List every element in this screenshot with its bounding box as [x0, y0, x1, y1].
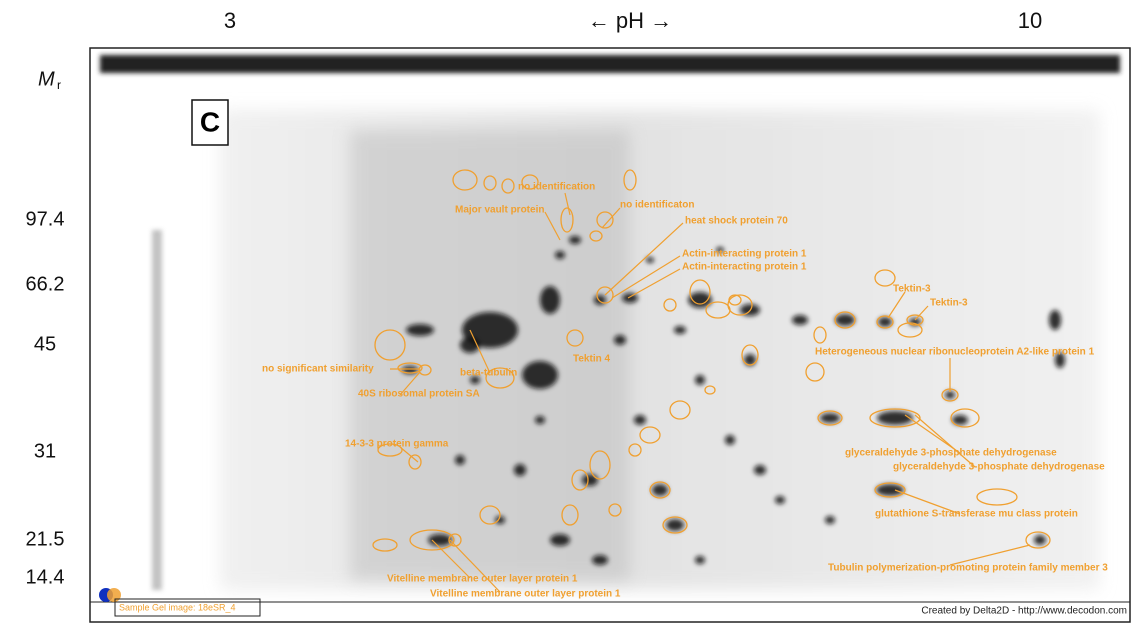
gel-spot: [652, 484, 668, 496]
gel-spot: [1049, 310, 1061, 330]
gel-image: [90, 48, 1130, 622]
mr-subscript: r: [57, 78, 61, 92]
gel-spot: [1034, 535, 1046, 545]
gel-spot: [825, 516, 835, 524]
annotation: glyceraldehyde 3-phosphate dehydrogenase: [845, 448, 1057, 459]
gel-spot: [406, 324, 434, 336]
sample-label: Sample Gel image: 18eSR_4: [119, 602, 236, 612]
gel-spot: [695, 556, 705, 564]
mr-label: 21.5: [26, 528, 65, 550]
mr-label: 97.4: [26, 208, 65, 230]
mr-labels: 97.4 66.2 45 31 21.5 14.4: [26, 208, 65, 588]
mr-label: 45: [34, 333, 56, 355]
gel-spot: [535, 416, 545, 424]
credit: Created by Delta2D - http://www.decodon.…: [921, 606, 1127, 617]
panel-label: C: [200, 106, 220, 137]
annotation: Tektin-3: [893, 284, 931, 295]
logo-dot: [107, 588, 121, 602]
annotation: beta-tubulin: [460, 368, 517, 379]
gel-spot: [634, 415, 646, 425]
annotation: 40S ribosomal protein SA: [358, 389, 480, 400]
annotation: Actin-interacting protein 1: [682, 262, 807, 273]
gel-spot: [550, 534, 570, 546]
annotation: Actin-interacting protein 1: [682, 249, 807, 260]
gel-spot: [775, 496, 785, 504]
annotation: no identificaton: [620, 200, 694, 211]
mr-label: 31: [34, 440, 56, 462]
annotation: Vitelline membrane outer layer protein 1: [387, 574, 578, 585]
ph-right: 10: [1018, 8, 1042, 33]
gel-spot: [622, 293, 638, 303]
gel-spot: [695, 375, 705, 385]
gel-spot: [754, 465, 766, 475]
ph-left: 3: [224, 8, 236, 33]
gel-spot: [592, 555, 608, 565]
annotation: Heterogeneous nuclear ribonucleoprotein …: [815, 347, 1095, 358]
gel-spot: [674, 326, 686, 334]
gel-spot: [555, 251, 565, 259]
gel-spot: [835, 314, 855, 326]
gel-spot: [514, 464, 526, 476]
gel-spot: [945, 391, 955, 399]
gel-figure: 3 ← pH → 10 M r 97.4 66.2 45 31 21.5 14.4 C n…: [0, 0, 1132, 626]
mr-label: 66.2: [26, 273, 65, 295]
gel-spot: [569, 236, 581, 244]
gel-spot: [725, 435, 735, 445]
annotation: no significant similarity: [262, 364, 374, 375]
annotation: heat shock protein 70: [685, 216, 788, 227]
annotation: glyceraldehyde 3-phosphate dehydrogenase: [893, 462, 1105, 473]
gel-spot: [614, 335, 626, 345]
mr-symbol: M: [38, 68, 55, 90]
gel-spot: [876, 484, 904, 496]
annotation: Tektin-3: [930, 298, 968, 309]
annotation: Tektin 4: [573, 354, 610, 365]
gel-spot: [666, 519, 684, 531]
annotation: glutathione S-transferase mu class prote…: [875, 509, 1078, 520]
gel-spot: [792, 315, 808, 325]
annotation: 14-3-3 protein gamma: [345, 439, 449, 450]
gel-spot: [540, 286, 560, 314]
gel-spot: [877, 411, 913, 425]
annotation: no identification: [518, 182, 595, 193]
gel-spot: [646, 257, 654, 263]
gel-spot: [455, 455, 465, 465]
annotation: Tubulin polymerization-promoting protein…: [828, 563, 1108, 574]
annotation: Vitelline membrane outer layer protein 1: [430, 589, 621, 600]
gel-spot: [582, 474, 598, 486]
annotation: Major vault protein: [455, 205, 544, 216]
gel-spot: [820, 413, 840, 423]
gel-spot: [878, 317, 892, 327]
ph-title: ← pH →: [588, 8, 672, 33]
mr-label: 14.4: [26, 566, 65, 588]
gel-spot: [522, 361, 558, 389]
